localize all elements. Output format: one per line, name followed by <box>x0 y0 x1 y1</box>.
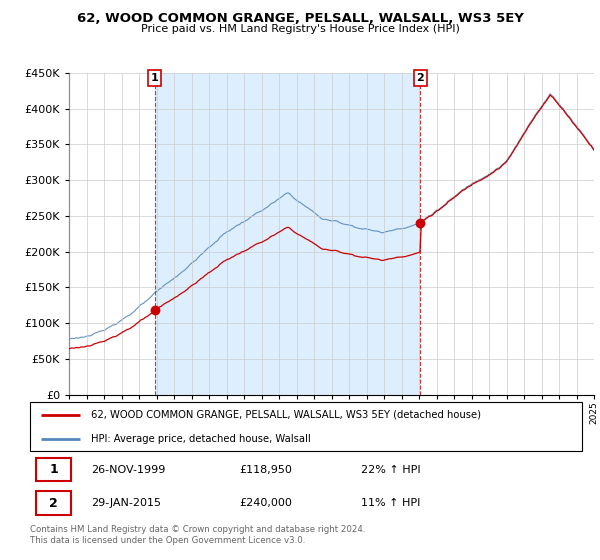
Text: 2: 2 <box>49 497 58 510</box>
Point <box>150 305 160 314</box>
Text: 1: 1 <box>151 73 158 83</box>
Text: HPI: Average price, detached house, Walsall: HPI: Average price, detached house, Wals… <box>91 435 310 445</box>
Text: 29-JAN-2015: 29-JAN-2015 <box>91 498 161 508</box>
Text: £240,000: £240,000 <box>240 498 293 508</box>
Text: 1: 1 <box>49 463 58 477</box>
Bar <box>35 491 71 515</box>
Bar <box>35 458 71 482</box>
Text: Price paid vs. HM Land Registry's House Price Index (HPI): Price paid vs. HM Land Registry's House … <box>140 24 460 34</box>
Text: 26-NOV-1999: 26-NOV-1999 <box>91 465 165 475</box>
Text: 11% ↑ HPI: 11% ↑ HPI <box>361 498 421 508</box>
Text: 22% ↑ HPI: 22% ↑ HPI <box>361 465 421 475</box>
Text: 2: 2 <box>416 73 424 83</box>
Point <box>416 218 425 227</box>
Text: 62, WOOD COMMON GRANGE, PELSALL, WALSALL, WS3 5EY: 62, WOOD COMMON GRANGE, PELSALL, WALSALL… <box>77 12 523 25</box>
Text: Contains HM Land Registry data © Crown copyright and database right 2024.
This d: Contains HM Land Registry data © Crown c… <box>30 525 365 545</box>
Bar <box>155 73 421 395</box>
Text: 62, WOOD COMMON GRANGE, PELSALL, WALSALL, WS3 5EY (detached house): 62, WOOD COMMON GRANGE, PELSALL, WALSALL… <box>91 410 481 420</box>
Text: £118,950: £118,950 <box>240 465 293 475</box>
